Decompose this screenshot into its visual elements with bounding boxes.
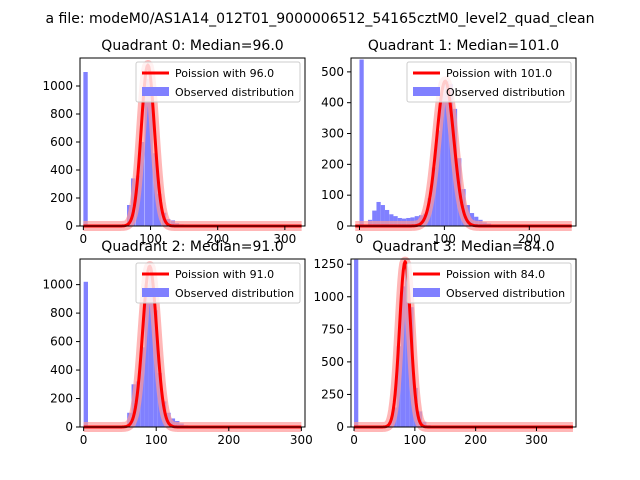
axes-frame xyxy=(79,258,306,428)
legend-hist-label: Observed distribution xyxy=(446,287,565,300)
fit-curve-halo xyxy=(351,76,576,231)
legend-box xyxy=(406,262,572,304)
y-tick-label: 200 xyxy=(321,157,344,171)
histogram-bar xyxy=(148,273,154,427)
x-tick-label: 300 xyxy=(273,232,296,246)
x-tick-label: 0 xyxy=(80,232,88,246)
x-tick-label: 200 xyxy=(217,433,240,447)
legend-hist-label: Observed distribution xyxy=(175,287,294,300)
x-tick-label: 0 xyxy=(80,433,88,447)
histogram-bar xyxy=(83,281,88,427)
legend-box xyxy=(135,61,301,103)
subplot-title: Quadrant 1: Median=101.0 xyxy=(368,38,559,54)
y-tick-label: 1000 xyxy=(313,290,344,304)
y-tick-label: 0 xyxy=(65,420,73,434)
x-tick-label: 100 xyxy=(139,232,162,246)
x-tick-label: 300 xyxy=(525,433,548,447)
y-tick-label: 1000 xyxy=(42,79,73,93)
y-tick-label: 200 xyxy=(50,392,73,406)
subplot-1: Quadrant 1: Median=101.0 0 100 200 0 100 200 30… xyxy=(321,38,577,246)
histogram-bar xyxy=(359,59,364,226)
y-tick-label: 600 xyxy=(50,135,73,149)
y-tick-label: 400 xyxy=(321,96,344,110)
histogram-bar xyxy=(435,130,441,226)
y-tick-label: 0 xyxy=(65,219,73,233)
subplot-title: Quadrant 0: Median=96.0 xyxy=(101,38,283,54)
histogram-bar xyxy=(354,259,359,427)
legend-box xyxy=(135,262,301,304)
subplot-0: Quadrant 0: Median=96.0 0 100 200 300 0 200 400… xyxy=(42,38,306,246)
legend-hist-swatch xyxy=(142,288,169,297)
histogram-bar xyxy=(148,86,153,226)
x-tick-label: 100 xyxy=(433,232,456,246)
subplot-title: Quadrant 3: Median=84.0 xyxy=(372,239,554,255)
legend: Poission with 96.0 Observed distribution xyxy=(135,61,301,103)
axes-frame xyxy=(350,57,577,227)
subplot-title: Quadrant 2: Median=91.0 xyxy=(101,239,283,255)
legend: Poission with 84.0 Observed distribution xyxy=(406,262,572,304)
subplot-2: Quadrant 2: Median=91.0 0 100 200 300 0 200 400… xyxy=(42,239,312,447)
histogram-bar xyxy=(384,209,390,226)
y-tick-label: 0 xyxy=(336,420,344,434)
legend-hist-swatch xyxy=(413,87,440,96)
histogram-bar xyxy=(376,201,381,226)
y-tick-label: 500 xyxy=(321,355,344,369)
y-tick-label: 1000 xyxy=(42,278,73,292)
legend-hist-swatch xyxy=(413,288,440,297)
legend-fit-label: Poission with 101.0 xyxy=(446,67,552,80)
legend: Poission with 91.0 Observed distribution xyxy=(135,262,301,304)
legend-fit-label: Poission with 96.0 xyxy=(175,67,274,80)
y-tick-label: 250 xyxy=(321,387,344,401)
y-tick-label: 500 xyxy=(321,65,344,79)
histogram-bar xyxy=(144,79,149,226)
legend-fit-label: Poission with 84.0 xyxy=(446,268,545,281)
y-tick-label: 800 xyxy=(50,107,73,121)
histogram-bar xyxy=(440,93,445,226)
y-tick-label: 200 xyxy=(50,191,73,205)
x-tick-label: 200 xyxy=(518,232,541,246)
histogram-bar xyxy=(444,81,449,226)
y-tick-label: 300 xyxy=(321,127,344,141)
y-tick-label: 750 xyxy=(321,322,344,336)
y-tick-label: 1250 xyxy=(313,257,344,271)
x-tick-label: 100 xyxy=(145,433,168,447)
subplot-3: Quadrant 3: Median=84.0 0 100 200 300 0 250 500… xyxy=(313,239,578,447)
legend-fit-label: Poission with 91.0 xyxy=(175,268,274,281)
axes-frame xyxy=(350,258,577,428)
x-tick-label: 0 xyxy=(356,232,364,246)
figure-suptitle: a file: modeM0/AS1A14_012T01_9000006512_… xyxy=(46,11,595,27)
legend-box xyxy=(406,61,572,103)
histogram-bar xyxy=(389,214,394,226)
histogram-bar xyxy=(400,286,406,427)
x-tick-label: 200 xyxy=(206,232,229,246)
legend-hist-label: Observed distribution xyxy=(175,86,294,99)
y-tick-label: 800 xyxy=(50,306,73,320)
histogram-bar xyxy=(380,205,385,226)
y-tick-label: 600 xyxy=(50,335,73,349)
x-tick-label: 300 xyxy=(290,433,313,447)
x-tick-label: 0 xyxy=(350,433,358,447)
histogram-bar xyxy=(372,210,377,226)
y-tick-label: 400 xyxy=(50,163,73,177)
y-tick-label: 100 xyxy=(321,188,344,202)
y-tick-label: 400 xyxy=(50,363,73,377)
x-tick-label: 100 xyxy=(403,433,426,447)
y-tick-label: 0 xyxy=(336,219,344,233)
legend-hist-swatch xyxy=(142,87,169,96)
x-tick-label: 200 xyxy=(464,433,487,447)
legend-hist-label: Observed distribution xyxy=(446,86,565,99)
legend: Poission with 101.0 Observed distribution xyxy=(406,61,572,103)
histogram-bar xyxy=(83,72,88,226)
histogram-bar xyxy=(144,284,149,427)
